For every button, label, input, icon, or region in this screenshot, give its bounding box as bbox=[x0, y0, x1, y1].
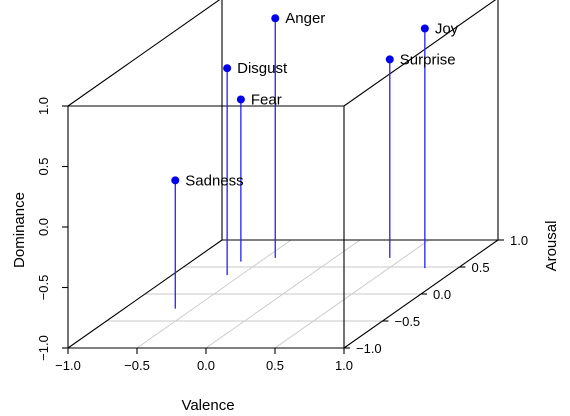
z-tick-label: 0.0 bbox=[36, 218, 51, 236]
y-tick-label: 0.5 bbox=[472, 260, 490, 275]
z-tick-label: 0.5 bbox=[36, 157, 51, 175]
y-tick-label: −0.5 bbox=[395, 314, 421, 329]
point-label: Joy bbox=[435, 21, 459, 38]
data-point bbox=[271, 14, 280, 23]
y-tick-label: 1.0 bbox=[510, 233, 528, 248]
point-label: Anger bbox=[285, 10, 325, 27]
point-label: Surprise bbox=[400, 51, 456, 68]
box-edge bbox=[67, 239, 223, 349]
data-point bbox=[385, 55, 394, 64]
box-edge bbox=[67, 0, 221, 107]
x-tick-label: −0.5 bbox=[124, 358, 150, 373]
y-tick-label: −1.0 bbox=[356, 341, 382, 356]
x-tick-label: 1.0 bbox=[335, 358, 353, 373]
x-axis-title: Valence bbox=[181, 397, 234, 414]
z-axis-title: Dominance bbox=[11, 192, 28, 268]
drop-lines bbox=[174, 18, 426, 309]
y-axis-title: Arousal bbox=[543, 221, 560, 272]
z-tick-label: 1.0 bbox=[36, 97, 51, 115]
tick-labels: −1.0 −0.5 0.0 0.5 1.0−1.0−0.50.00.51.0−1.0−0… bbox=[36, 97, 528, 373]
x-tick-label: 0.0 bbox=[197, 358, 215, 373]
data-point bbox=[236, 95, 245, 104]
z-tick-label: −0.5 bbox=[36, 275, 51, 301]
box-edge bbox=[343, 0, 497, 107]
z-tick-label: −1.0 bbox=[36, 335, 51, 361]
point-label: Fear bbox=[251, 91, 282, 108]
data-point bbox=[420, 24, 429, 33]
floor-grid bbox=[106, 239, 460, 349]
data-point bbox=[171, 176, 180, 185]
y-tick-label: 0.0 bbox=[433, 287, 451, 302]
x-tick-label: −1.0 bbox=[55, 358, 81, 373]
point-label: Disgust bbox=[237, 60, 288, 77]
x-tick-label: 0.5 bbox=[266, 358, 284, 373]
data-point bbox=[223, 64, 232, 73]
data-points: Anger Disgust Fear Sadness Surprise Joy bbox=[171, 10, 459, 189]
point-label: Sadness bbox=[185, 172, 243, 189]
